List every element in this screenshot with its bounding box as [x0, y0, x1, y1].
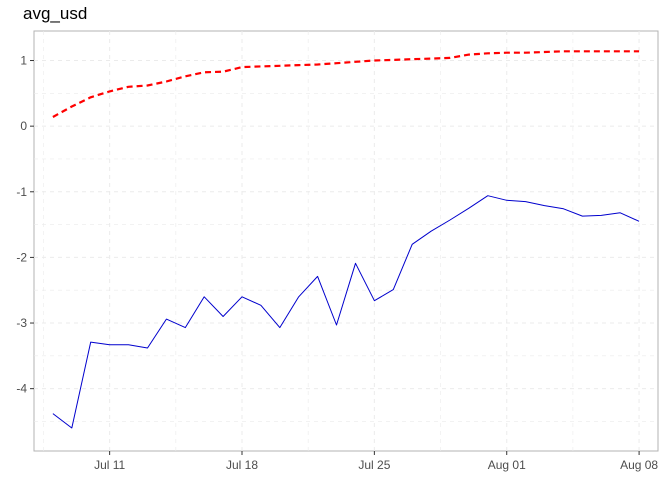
y-tick-label: -2 [16, 250, 27, 264]
x-tick-label: Jul 25 [358, 458, 390, 472]
x-tick-label: Aug 08 [620, 458, 658, 472]
x-tick-label: Jul 11 [94, 458, 125, 472]
y-tick-label: -1 [16, 185, 27, 199]
y-tick-label: 0 [20, 119, 27, 133]
x-tick-label: Aug 01 [488, 458, 526, 472]
series-line-blue [52, 195, 640, 429]
x-tick-label: Jul 18 [226, 458, 258, 472]
chart-title: avg_usd [23, 4, 88, 23]
panel-border [33, 30, 659, 452]
y-tick-label: 1 [20, 54, 27, 68]
series-line-red-dashed [52, 50, 640, 118]
y-tick-label: -4 [16, 382, 27, 396]
y-tick-label: -3 [16, 316, 27, 330]
